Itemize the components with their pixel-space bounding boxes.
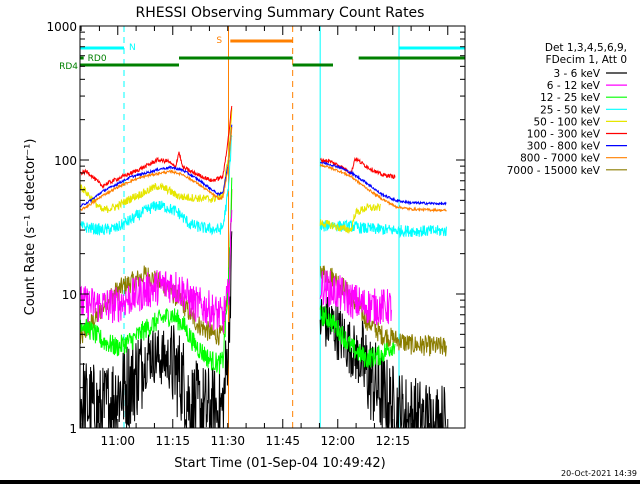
series-line (79, 124, 447, 208)
x-tick-label: 11:15 (155, 434, 190, 448)
flag-label: RD0 (88, 54, 107, 64)
legend-label: 50 - 100 keV (533, 116, 600, 128)
x-tick-label: 12:00 (320, 434, 355, 448)
series-line (79, 134, 447, 239)
legend-label: 300 - 800 keV (527, 141, 601, 153)
x-axis-label: Start Time (01-Sep-04 10:49:42) (174, 456, 385, 471)
legend-label: 25 - 50 keV (540, 104, 601, 116)
flag-label: N (129, 43, 136, 53)
y-tick-label: 1000 (46, 20, 77, 34)
legend-label: 800 - 7000 keV (520, 153, 601, 165)
legend: Det 1,3,4,5,6,9,FDecim 1, Att 0 3 - 6 keV… (507, 42, 627, 177)
x-tick-label: 11:30 (210, 434, 245, 448)
legend-header-line: FDecim 1, Att 0 (546, 54, 627, 66)
legend-label: 3 - 6 keV (553, 68, 600, 80)
plot-frame (79, 25, 466, 429)
chart-title: RHESSI Observing Summary Count Rates (136, 5, 425, 21)
x-tick-label: 12:15 (375, 434, 410, 448)
y-tick-label: 10 (62, 288, 77, 302)
series-line (79, 231, 447, 429)
date-stamp: 20-Oct-2021 14:39 (561, 469, 637, 478)
x-tick-label: 11:00 (100, 434, 135, 448)
legend-label: 6 - 12 keV (547, 80, 601, 92)
flag-label: RD4 (59, 62, 78, 72)
y-tick-label: 1 (69, 422, 77, 436)
flag-label: S (216, 36, 222, 46)
legend-header-line: Det 1,3,4,5,6,9, (545, 42, 627, 54)
legend-label: 12 - 25 keV (540, 92, 601, 104)
series-line (79, 126, 447, 213)
y-axis-label: Count Rate (s⁻¹ detector⁻¹) (23, 139, 38, 316)
legend-label: 100 - 300 keV (527, 129, 601, 141)
flag-bars: N S RD0 RD4 (59, 36, 465, 72)
axes: 1 10 100 1000 11:00 11:15 11:30 11:45 12:00 12:15 (46, 20, 466, 448)
y-tick-label: 100 (54, 154, 77, 168)
legend-label: 7000 - 15000 keV (507, 165, 601, 177)
x-tick-label: 11:45 (265, 434, 300, 448)
series-layer (79, 106, 447, 429)
